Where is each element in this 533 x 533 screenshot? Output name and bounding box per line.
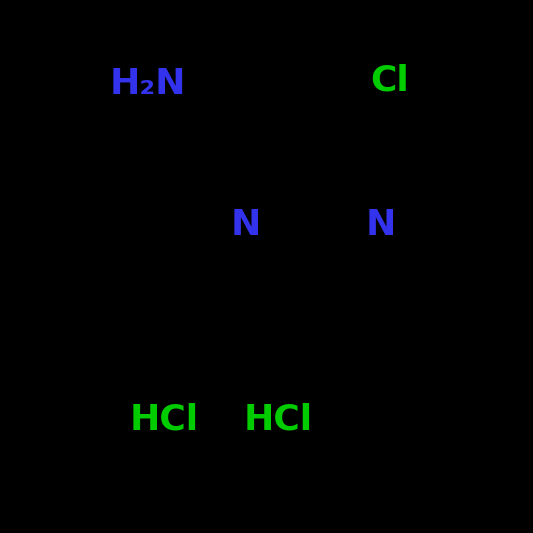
Text: HCl: HCl: [130, 402, 199, 437]
Text: N: N: [366, 208, 396, 242]
Text: Cl: Cl: [370, 63, 409, 98]
Text: H₂N: H₂N: [109, 67, 186, 101]
Text: N: N: [231, 208, 261, 242]
Text: HCl: HCl: [244, 402, 313, 437]
